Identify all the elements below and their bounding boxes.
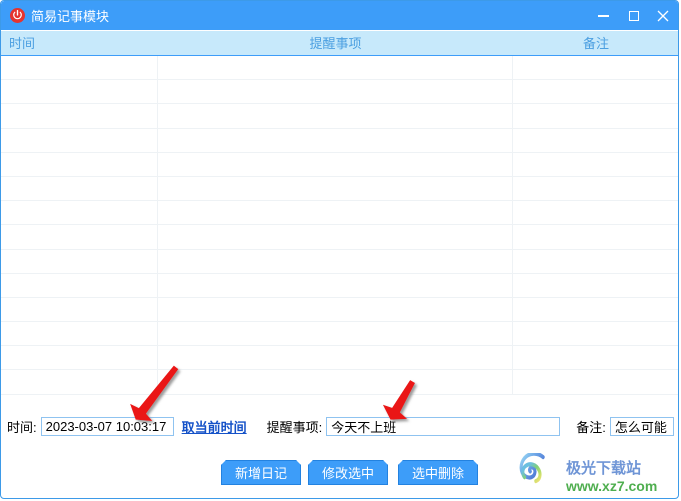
svg-text:极光下载站: 极光下载站 bbox=[566, 459, 641, 477]
svg-text:www.xz7.com: www.xz7.com bbox=[565, 478, 657, 494]
